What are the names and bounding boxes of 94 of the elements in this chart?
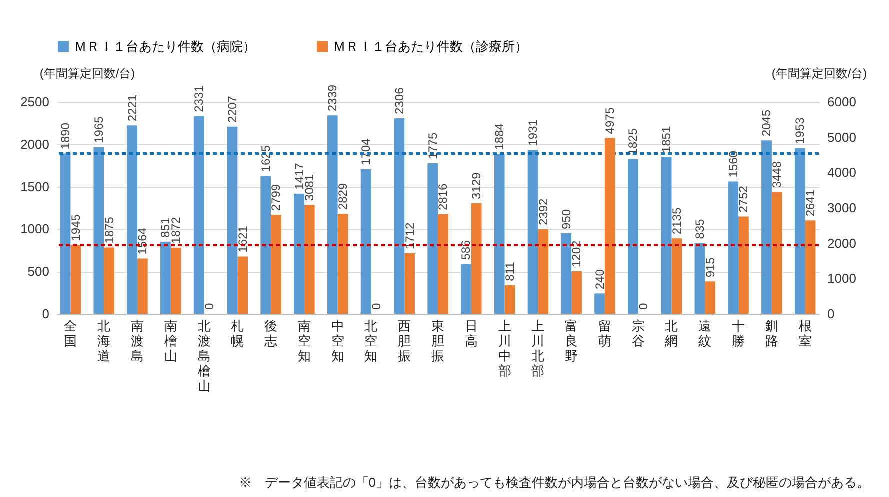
data-label: 4975	[603, 107, 618, 134]
data-label: 1884	[492, 123, 507, 150]
x-tick-label: 日高	[464, 318, 478, 348]
x-tick-label: 富良野	[565, 318, 578, 364]
bar	[494, 154, 505, 314]
data-label: 2816	[436, 183, 450, 210]
data-label: 240	[592, 269, 607, 290]
data-label: 950	[559, 209, 574, 230]
data-label: 3129	[470, 172, 484, 200]
bar	[194, 116, 204, 314]
data-label: 1945	[68, 214, 83, 242]
bar	[127, 126, 138, 314]
y-axis-title: (年間算定回数/台)	[40, 66, 136, 80]
legend-label: ＭＲＩ１台あたり件数（病院）	[74, 38, 256, 54]
y-tick-label: 1500	[20, 179, 50, 194]
y2-tick-label: 3000	[828, 200, 856, 216]
data-label: 2829	[336, 183, 350, 210]
data-label: 1560	[726, 150, 740, 178]
y2-tick-label: 2000	[828, 236, 856, 251]
x-tick-label: 札幌	[231, 318, 244, 348]
x-tick-label: 南渡島	[130, 318, 144, 364]
data-label: 2045	[760, 110, 774, 137]
data-label: 2392	[536, 198, 550, 226]
data-label: 835	[692, 218, 707, 240]
x-tick-label: 全国	[64, 318, 78, 348]
bar	[628, 159, 638, 314]
y-tick-label: 500	[28, 264, 50, 280]
data-label: 2135	[670, 208, 684, 235]
x-tick-label: 北網	[664, 318, 678, 348]
y2-tick-label: 5000	[828, 130, 856, 145]
data-label: 2207	[225, 96, 240, 123]
data-label: 1890	[58, 122, 73, 150]
x-tick-label: 南空知	[298, 318, 311, 364]
bar	[60, 154, 71, 314]
y2-axis-title: (年間算定回数/台)	[772, 66, 868, 80]
data-label: 1931	[526, 119, 540, 146]
data-label: 0	[202, 303, 216, 310]
bar	[594, 294, 605, 314]
bar	[360, 170, 372, 314]
x-tick-label: 根室	[798, 318, 812, 348]
bar	[394, 118, 405, 314]
data-label: 0	[369, 303, 384, 310]
data-label: 1775	[426, 132, 440, 160]
data-label: 2799	[269, 184, 284, 212]
x-tick-label: 釧路	[765, 318, 778, 348]
data-label: 915	[703, 257, 718, 278]
data-label: 2306	[392, 87, 406, 114]
text: ※ データ値表記の「0」は、台数があっても検査件数が内場合と台数がない場合、及び秘匿の場合がある。	[238, 474, 870, 492]
y2-tick-label: 1000	[828, 271, 856, 286]
x-tick-label: 十勝	[732, 318, 746, 348]
data-label: 2331	[192, 85, 206, 112]
bar	[94, 147, 104, 314]
bar	[694, 243, 706, 314]
data-label: 2641	[803, 190, 818, 217]
y2-tick-label: 0	[828, 306, 835, 322]
x-tick-label: 北海道	[98, 318, 111, 364]
y2-tick-label: 4000	[828, 165, 856, 180]
x-tick-label: 上川北部	[532, 318, 545, 378]
y2-tick-label: 6000	[828, 94, 856, 110]
data-label: 2752	[736, 186, 751, 213]
bar	[227, 126, 238, 314]
bar	[604, 138, 616, 314]
data-label: 811	[502, 262, 517, 282]
x-tick-label: 北空知	[364, 318, 378, 364]
x-tick-label: 上川中部	[498, 318, 512, 378]
x-tick-label: 遠紋	[698, 318, 712, 348]
data-label: 1953	[793, 117, 808, 144]
legend-label: ＭＲＩ１台あたり件数（診療所）	[333, 38, 528, 54]
y-tick-label: 2500	[20, 94, 50, 110]
bar	[404, 254, 415, 314]
y-tick-label: 2000	[20, 136, 50, 152]
x-tick-label: 留萌	[598, 318, 612, 348]
data-label: 1851	[660, 126, 674, 154]
data-label: 1875	[102, 216, 116, 244]
data-label: 2339	[326, 84, 340, 112]
bar	[137, 258, 148, 314]
bar	[504, 285, 516, 314]
y-tick-label: 1000	[20, 222, 50, 237]
x-tick-label: 東胆振	[432, 318, 444, 364]
data-label: 2221	[125, 94, 140, 122]
bar	[471, 203, 482, 314]
y-tick-label: 0	[42, 306, 50, 322]
x-tick-label: 後志	[264, 318, 278, 348]
data-label: 3448	[770, 161, 784, 188]
bar	[238, 256, 248, 314]
x-tick-label: 西胆振	[398, 318, 412, 364]
x-tick-label: 南檜山	[164, 318, 178, 364]
x-tick-label: 北渡島檜山	[198, 318, 211, 394]
bar	[661, 157, 672, 314]
data-label: 1965	[92, 116, 106, 144]
data-label: 1825	[626, 128, 640, 156]
x-tick-label: 中空知	[331, 318, 344, 364]
data-label: 0	[636, 303, 651, 310]
x-tick-label: 宗谷	[632, 318, 645, 348]
